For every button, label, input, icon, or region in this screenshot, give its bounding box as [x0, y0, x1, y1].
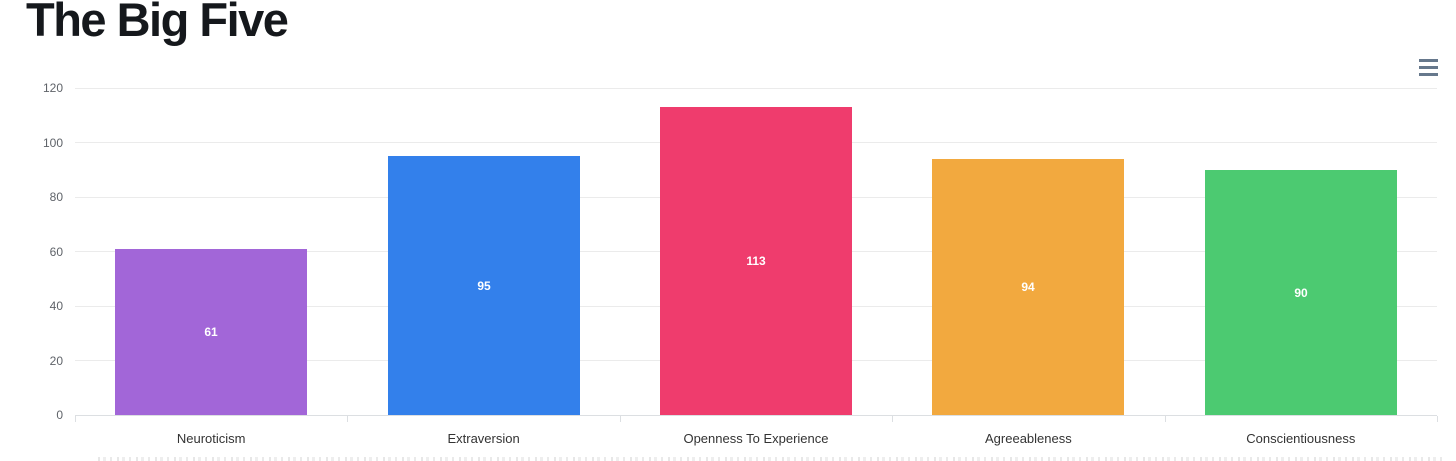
bar-value-label-conscientiousness: 90 — [1294, 285, 1308, 300]
x-axis-tick — [1437, 416, 1438, 422]
x-axis-label-conscientiousness: Conscientiousness — [1246, 431, 1356, 446]
x-axis-label-extraversion: Extraversion — [447, 431, 520, 446]
y-axis-label-120: 120 — [42, 81, 63, 95]
x-axis-line — [75, 415, 1437, 416]
bar-value-label-openness-to-experience: 113 — [746, 254, 766, 268]
bar-value-label-extraversion: 95 — [477, 278, 491, 293]
x-axis-label-openness-to-experience: Openness To Experience — [683, 431, 829, 446]
y-axis-label-40: 40 — [49, 299, 63, 313]
chart-context-menu-button[interactable] — [1414, 54, 1442, 80]
y-axis-label-100: 100 — [42, 135, 63, 150]
x-axis-tick — [1164, 416, 1166, 422]
x-axis-tick — [892, 416, 894, 422]
hamburger-icon — [1418, 58, 1438, 76]
bar-value-label-agreeableness: 94 — [1021, 280, 1035, 294]
x-axis-label-neuroticism: Neuroticism — [176, 431, 246, 446]
bar-extraversion[interactable]: 95 — [388, 156, 580, 415]
bar-conscientiousness[interactable]: 90 — [1205, 170, 1397, 415]
y-axis-label-60: 60 — [49, 244, 63, 259]
y-gridline-120 — [75, 87, 1437, 89]
x-axis-tick — [347, 416, 349, 422]
y-axis-label-20: 20 — [49, 353, 63, 368]
y-axis-label-0: 0 — [56, 408, 63, 422]
chart-title: The Big Five — [26, 0, 289, 46]
bar-value-label-neuroticism: 61 — [204, 325, 218, 339]
y-axis-label-80: 80 — [49, 190, 63, 204]
cropped-text-remnant — [98, 457, 1446, 461]
x-axis-label-agreeableness: Agreeableness — [985, 431, 1072, 446]
bar-openness-to-experience[interactable]: 113 — [660, 107, 852, 415]
x-axis-tick — [75, 416, 76, 422]
bar-neuroticism[interactable]: 61 — [115, 249, 307, 415]
bar-agreeableness[interactable]: 94 — [932, 159, 1124, 415]
x-axis-tick — [619, 416, 621, 422]
